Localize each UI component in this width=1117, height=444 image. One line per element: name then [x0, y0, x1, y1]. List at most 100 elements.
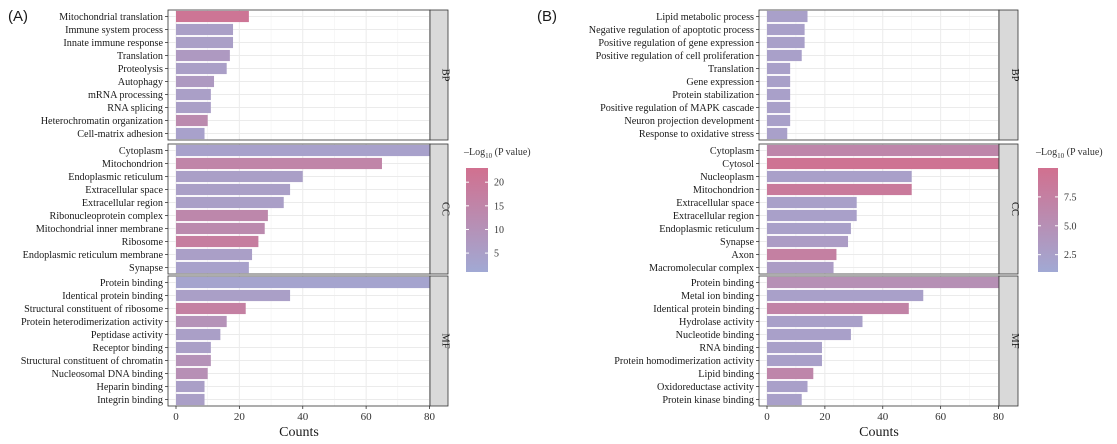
- category-label: Mitochondrial translation: [59, 12, 163, 23]
- category-label: Extracellular region: [82, 198, 163, 209]
- legend-tick-label: 20: [494, 178, 504, 189]
- category-label: Identical protein binding: [62, 291, 163, 302]
- bar-nucleosomal-dna-binding: [176, 367, 208, 380]
- category-label: Protein heterodimerization activity: [21, 317, 164, 328]
- x-tick-label: 60: [361, 411, 373, 423]
- category-label: Nucleosomal DNA binding: [52, 369, 164, 380]
- category-label: Integrin binding: [97, 395, 163, 406]
- bar-structural-constituent-of-chromatin: [176, 354, 211, 367]
- category-label: RNA binding: [699, 343, 754, 354]
- category-label: Autophagy: [118, 77, 164, 88]
- category-label: Immune system process: [65, 25, 163, 36]
- bar-positive-regulation-of-mapk-cascade: [767, 101, 791, 114]
- category-label: Protein binding: [100, 278, 163, 289]
- bar-proteolysis: [176, 62, 227, 75]
- facet-strip-label: BP: [1009, 69, 1020, 82]
- category-label: Extracellular region: [673, 211, 754, 222]
- bar-mitochondrion: [767, 183, 912, 196]
- legend-colorbar: [1038, 168, 1058, 272]
- bar-extracellular-space: [176, 183, 291, 196]
- panel-a-facet-cc: Cytoplasm Mitochondrion Endoplasmic reticu…: [23, 143, 451, 275]
- category-label: Response to oxidative stress: [639, 129, 754, 140]
- category-label: Protein binding: [691, 278, 754, 289]
- panel-a-color-legend: –Log10 (P value) 20 15 10 5: [463, 147, 531, 272]
- panel-b-facet-bp: Lipid metabolic process Negative regulati…: [589, 9, 1020, 141]
- bar-metal-ion-binding: [767, 289, 924, 302]
- facet-strip: [429, 275, 449, 407]
- bar-lipid-metabolic-process: [767, 10, 808, 23]
- panel-a-facet-bp: Mitochondrial translation Immune system p…: [41, 9, 451, 141]
- category-label: Peptidase activity: [91, 330, 164, 341]
- category-label: Endoplasmic reticulum: [68, 172, 163, 183]
- bar-extracellular-space: [767, 196, 857, 209]
- bar-oxidoreductase-activity: [767, 380, 808, 393]
- bar-endoplasmic-reticulum: [767, 222, 851, 235]
- bar-protein-homodimerization-activity: [767, 354, 822, 367]
- facet-strip: [429, 143, 449, 275]
- category-label: Translation: [117, 51, 163, 62]
- bar-protein-stabilization: [767, 88, 791, 101]
- legend-colorbar: [466, 168, 488, 272]
- bar-negative-regulation-of-apoptotic-process: [767, 23, 805, 36]
- bar-positive-regulation-of-cell-proliferation: [767, 49, 802, 62]
- bar-synapse: [176, 261, 249, 274]
- legend-title: –Log10 (P value): [1035, 147, 1103, 160]
- panel-b-facet-cc: Cytoplasm Cytosol Nucleoplasm Mitochondrion…: [649, 143, 1020, 275]
- bar-innate-immune-response: [176, 36, 234, 49]
- panel-b-facet-mf: Protein binding Metal ion binding Identica…: [614, 275, 1020, 407]
- category-label: Endoplasmic reticulum: [659, 224, 754, 235]
- x-tick-label: 80: [424, 411, 436, 423]
- category-label: Extracellular space: [676, 198, 754, 209]
- category-label: Macromolecular complex: [649, 263, 754, 274]
- category-label: Proteolysis: [118, 64, 163, 75]
- bar-immune-system-process: [176, 23, 234, 36]
- category-label: Lipid binding: [698, 369, 754, 380]
- bar-cell-matrix-adhesion: [176, 127, 205, 140]
- category-label: Translation: [708, 64, 754, 75]
- bar-receptor-binding: [176, 341, 211, 354]
- bar-mitochondrion: [176, 157, 382, 170]
- panel-b-letter: (B): [537, 8, 557, 25]
- category-label: Positive regulation of gene expression: [598, 38, 754, 49]
- bar-macromolecular-complex: [767, 261, 834, 274]
- legend-title: –Log10 (P value): [463, 147, 531, 160]
- category-label: RNA splicing: [107, 103, 163, 114]
- legend-tick-label: 5.0: [1064, 221, 1077, 232]
- category-label: Innate immune response: [63, 38, 163, 49]
- bar-cytoplasm: [767, 144, 999, 157]
- bar-structural-constituent-of-ribosome: [176, 302, 246, 315]
- category-label: Neuron projection development: [624, 116, 754, 127]
- panel-b-x-axis: 0 20 40 60 80 Counts: [764, 406, 1005, 440]
- category-label: Receptor binding: [93, 343, 163, 354]
- panel-b: (B) Lipid metabolic process Negative regu…: [537, 8, 1103, 440]
- bar-protein-binding: [767, 276, 999, 289]
- bar-mitochondrial-inner-membrane: [176, 222, 265, 235]
- category-label: Negative regulation of apoptotic process: [589, 25, 754, 36]
- category-label: Cytoplasm: [710, 146, 754, 157]
- category-label: Cytosol: [722, 159, 754, 170]
- category-label: Structural constituent of chromatin: [21, 356, 163, 367]
- panel-a-letter: (A): [8, 8, 28, 25]
- category-label: Protein kinase binding: [662, 395, 754, 406]
- category-label: Mitochondrial inner membrane: [36, 224, 164, 235]
- bar-extracellular-region: [176, 196, 284, 209]
- legend-tick-label: 2.5: [1064, 250, 1077, 261]
- panel-a-x-axis: 0 20 40 60 80 Counts: [173, 406, 436, 440]
- legend-tick-label: 7.5: [1064, 192, 1077, 203]
- facet-strip-label: CC: [1009, 202, 1020, 216]
- category-label: Positive regulation of MAPK cascade: [600, 103, 754, 114]
- bar-axon: [767, 248, 837, 261]
- category-label: Metal ion binding: [681, 291, 754, 302]
- category-label: Ribonucleoprotein complex: [50, 211, 163, 222]
- bar-protein-kinase-binding: [767, 393, 802, 406]
- bar-rna-splicing: [176, 101, 211, 114]
- bar-nucleoplasm: [767, 170, 912, 183]
- x-tick-label: 40: [297, 411, 309, 423]
- category-label: Endoplasmic reticulum membrane: [23, 250, 164, 261]
- bar-nucleotide-binding: [767, 328, 851, 341]
- bar-ribosome: [176, 235, 259, 248]
- category-label: Axon: [731, 250, 754, 261]
- legend-tick-label: 5: [494, 249, 499, 260]
- category-label: Ribosome: [122, 237, 164, 248]
- facet-strip-label: MF: [1009, 333, 1020, 348]
